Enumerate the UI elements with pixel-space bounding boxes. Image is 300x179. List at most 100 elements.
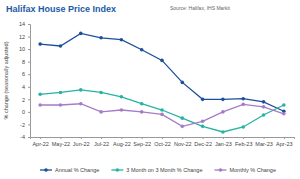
x-tick-mark xyxy=(182,137,183,139)
marker xyxy=(59,103,63,107)
legend-label: Monthly % Change xyxy=(229,167,275,173)
marker xyxy=(79,32,83,36)
y-tick: 2 xyxy=(22,97,30,103)
marker xyxy=(262,100,266,104)
y-tick-mark xyxy=(28,112,30,113)
y-tick-label: -4 xyxy=(20,134,25,140)
x-tick-mark xyxy=(162,137,163,139)
x-tick-mark xyxy=(142,137,143,139)
marker xyxy=(140,102,144,106)
y-tick-label: 4 xyxy=(22,84,25,90)
x-tick-mark xyxy=(264,137,265,139)
legend-item: Monthly % Change xyxy=(214,167,275,173)
legend-label: Annual % Change xyxy=(55,167,99,173)
marker xyxy=(221,98,225,102)
x-tick: Jan-23 xyxy=(215,137,232,147)
marker xyxy=(241,103,245,107)
y-tick-mark xyxy=(28,87,30,88)
marker xyxy=(282,103,286,107)
marker xyxy=(99,36,103,40)
marker xyxy=(201,125,205,129)
marker xyxy=(262,105,266,109)
y-tick-label: 2 xyxy=(22,97,25,103)
marker xyxy=(120,38,124,42)
marker xyxy=(160,59,164,63)
subtitle: Source: Halifax, IHS Markit xyxy=(170,5,231,11)
x-tick: Feb-23 xyxy=(235,137,252,147)
x-tick-label: Jul-22 xyxy=(94,141,109,147)
x-tick-label: Nov-22 xyxy=(174,141,192,147)
x-tick-label: Dec-22 xyxy=(194,141,212,147)
marker xyxy=(160,113,164,117)
y-axis-line xyxy=(28,25,31,138)
marker xyxy=(120,95,124,99)
legend-label: 3 Month on 3 Month % Change xyxy=(126,167,202,173)
marker xyxy=(282,112,286,116)
plot: -4-202468101214Apr-22May-22Jun-22Jul-22A… xyxy=(19,21,295,147)
marker xyxy=(79,102,83,106)
y-tick-mark xyxy=(28,49,30,50)
marker xyxy=(99,91,103,95)
legend-marker xyxy=(219,168,223,172)
marker xyxy=(140,110,144,114)
marker xyxy=(181,81,185,85)
line xyxy=(40,104,284,127)
legend-marker xyxy=(116,168,120,172)
x-tick: Aug-22 xyxy=(113,137,131,147)
marker xyxy=(38,103,42,107)
x-tick: Sep-22 xyxy=(133,137,151,147)
y-tick: 14 xyxy=(19,21,30,27)
legend-marker xyxy=(44,168,48,172)
y-tick-mark xyxy=(28,62,30,63)
marker xyxy=(181,125,185,129)
y-tick-mark xyxy=(28,137,30,138)
y-tick-label: 10 xyxy=(19,46,25,52)
marker xyxy=(201,98,205,102)
x-tick-mark xyxy=(121,137,122,139)
marker xyxy=(221,110,225,114)
marker xyxy=(221,130,225,134)
y-tick-mark xyxy=(28,99,30,100)
y-tick: 6 xyxy=(22,71,30,77)
x-tick: Oct-22 xyxy=(154,137,171,147)
marker xyxy=(140,48,144,52)
x-axis: Apr-22May-22Jun-22Jul-22Aug-22Sep-22Oct-… xyxy=(31,137,295,147)
marker xyxy=(181,116,185,120)
y-axis: -4-202468101214 xyxy=(19,21,31,140)
x-tick-mark xyxy=(101,137,102,139)
marker xyxy=(99,110,103,114)
legend-item: Annual % Change xyxy=(40,167,99,173)
marker xyxy=(262,113,266,117)
x-tick: Dec-22 xyxy=(194,137,212,147)
x-tick-label: May-22 xyxy=(52,141,70,147)
marker xyxy=(241,97,245,101)
x-tick-mark xyxy=(60,137,61,139)
x-tick-mark xyxy=(243,137,244,139)
x-tick-label: Apr-22 xyxy=(32,141,49,147)
y-tick: 8 xyxy=(22,59,30,65)
x-tick-mark xyxy=(81,137,82,139)
y-tick-label: 12 xyxy=(19,34,25,40)
line xyxy=(40,90,284,132)
legend-item: 3 Month on 3 Month % Change xyxy=(111,167,202,173)
x-tick-mark xyxy=(203,137,204,139)
x-tick: Jul-22 xyxy=(94,137,109,147)
marker xyxy=(38,93,42,97)
marker xyxy=(201,120,205,124)
x-axis-line xyxy=(31,138,295,140)
y-tick: 0 xyxy=(22,109,30,115)
y-tick-mark xyxy=(28,37,30,38)
series-group xyxy=(38,32,285,134)
x-tick-label: Mar-23 xyxy=(255,141,272,147)
marker xyxy=(59,44,63,48)
x-tick-mark xyxy=(40,137,41,139)
x-tick-label: Jan-23 xyxy=(215,141,232,147)
chart: Halifax House Price IndexSource: Halifax… xyxy=(0,0,300,179)
y-tick: -4 xyxy=(20,134,30,140)
marker xyxy=(160,108,164,112)
x-tick-label: Sep-22 xyxy=(133,141,151,147)
x-tick: Mar-23 xyxy=(255,137,272,147)
marker xyxy=(241,125,245,129)
y-tick-label: 8 xyxy=(22,59,25,65)
y-tick-label: 14 xyxy=(19,21,25,27)
